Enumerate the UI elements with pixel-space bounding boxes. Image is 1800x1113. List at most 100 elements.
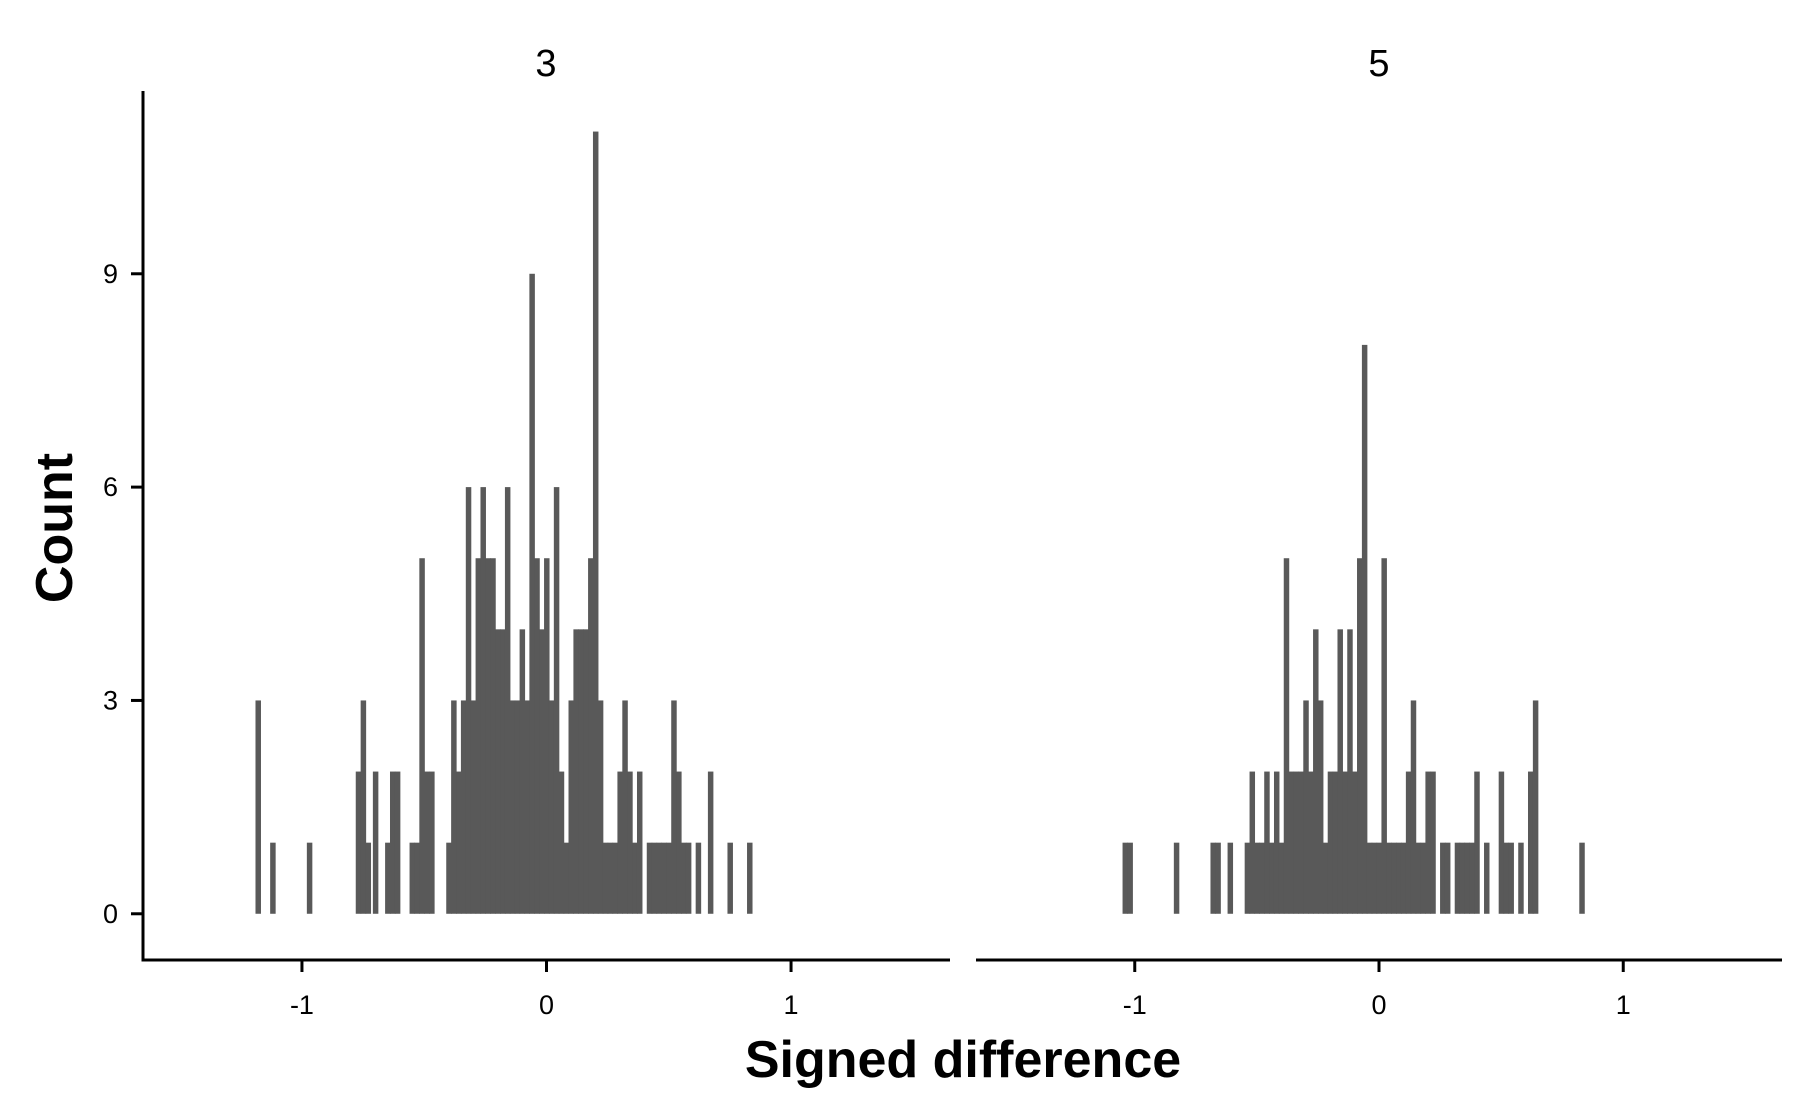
histogram-bar xyxy=(627,771,633,914)
histogram-bar xyxy=(1244,842,1251,914)
histogram-bar xyxy=(1127,842,1133,914)
histogram-bar xyxy=(1366,842,1373,914)
histogram-bar xyxy=(389,771,396,914)
histogram-bar xyxy=(707,771,714,914)
histogram-bar xyxy=(365,842,372,914)
histogram-bar xyxy=(1469,842,1475,914)
histogram-bar xyxy=(1283,558,1290,914)
histogram-bar xyxy=(661,842,667,914)
histogram-bar xyxy=(500,629,506,914)
histogram-bar xyxy=(617,771,623,914)
histogram-bar xyxy=(1332,771,1339,914)
histogram-bar xyxy=(1440,842,1446,914)
histogram-bar xyxy=(695,842,702,914)
histogram-bar xyxy=(480,487,486,914)
x-tick-label: 1 xyxy=(784,990,799,1020)
histogram-bar xyxy=(1396,842,1402,914)
histogram-bar xyxy=(1518,842,1524,914)
histogram-bar xyxy=(597,700,604,914)
histogram-bar xyxy=(632,842,638,914)
histogram-bar xyxy=(1579,842,1585,914)
x-axis-title: Signed difference xyxy=(745,1031,1181,1089)
facet-label-3: 3 xyxy=(535,43,556,85)
histogram-bar xyxy=(409,842,416,914)
histogram-bar xyxy=(1269,842,1275,914)
histogram-bar xyxy=(385,842,391,914)
y-axis-title: Count xyxy=(26,453,84,603)
histogram-bar xyxy=(424,771,430,914)
facet-5-x-ticks: -1 0 1 xyxy=(1123,960,1631,1020)
histogram-bar xyxy=(495,629,501,914)
histogram-bar xyxy=(1532,700,1539,914)
histogram-bar xyxy=(1376,842,1383,914)
histogram-bar xyxy=(1357,558,1363,914)
histogram-bar xyxy=(1227,842,1234,914)
histogram-bar xyxy=(490,558,496,914)
histogram-bar xyxy=(372,771,379,914)
histogram-bar xyxy=(451,700,457,914)
histogram-bar xyxy=(671,700,677,914)
histogram-bar xyxy=(1308,771,1314,914)
histogram-bar xyxy=(414,842,420,914)
histogram-bar xyxy=(563,842,570,914)
y-tick-label: 3 xyxy=(103,685,118,715)
y-axis-ticks: 0 3 6 9 xyxy=(103,259,143,929)
histogram-bar xyxy=(529,273,535,914)
histogram-bar xyxy=(685,842,692,914)
histogram-bar xyxy=(360,700,367,914)
histogram-bar xyxy=(485,558,491,914)
histogram-bar xyxy=(681,842,687,914)
x-tick-label: 1 xyxy=(1616,990,1631,1020)
histogram-bar xyxy=(1264,771,1270,914)
facet-5-bars xyxy=(1122,344,1585,914)
histogram-bar xyxy=(1278,842,1285,914)
histogram-bar xyxy=(1173,842,1180,914)
histogram-bar xyxy=(1293,771,1299,914)
histogram-bar xyxy=(1381,558,1387,914)
histogram-bar xyxy=(394,771,401,914)
histogram-bar xyxy=(1215,842,1221,914)
histogram-bar xyxy=(583,629,589,914)
histogram-bar xyxy=(727,842,733,914)
histogram-bar xyxy=(456,771,462,914)
histogram-bar xyxy=(1303,700,1309,914)
x-tick-label: -1 xyxy=(290,990,314,1020)
histogram-bar xyxy=(1249,771,1256,914)
histogram-bar xyxy=(419,558,425,914)
histogram-bar xyxy=(1405,771,1412,914)
histogram-bar xyxy=(1430,771,1436,914)
histogram-bar xyxy=(636,771,643,914)
histogram-bar xyxy=(548,700,555,914)
x-tick-label: 0 xyxy=(1371,990,1386,1020)
histogram-bar xyxy=(1327,771,1334,914)
histogram-bar xyxy=(544,558,550,914)
histogram-bar xyxy=(539,629,545,914)
histogram-bar xyxy=(553,487,560,914)
facet-panel-3: 3 -1 0 1 xyxy=(143,43,950,1020)
histogram-bar xyxy=(1410,700,1417,914)
histogram-bar xyxy=(1444,842,1451,914)
histogram-bar xyxy=(460,700,467,914)
histogram-bar xyxy=(1361,344,1368,914)
histogram-bar xyxy=(1122,842,1129,914)
y-tick-label: 9 xyxy=(103,259,118,289)
histogram-bar xyxy=(578,629,584,914)
x-tick-label: 0 xyxy=(539,990,554,1020)
histogram-bar xyxy=(429,771,435,914)
histogram-bar xyxy=(465,487,472,914)
histogram-bar xyxy=(568,700,574,914)
facet-3-bars xyxy=(255,131,753,914)
histogram-bar xyxy=(612,842,619,914)
histogram-bar xyxy=(1498,771,1505,914)
x-tick-label: -1 xyxy=(1123,990,1147,1020)
histogram-bar xyxy=(1400,842,1407,914)
histogram-bar xyxy=(747,842,753,914)
histogram-bar xyxy=(1259,842,1265,914)
histogram-bar xyxy=(270,842,276,914)
histogram-bar xyxy=(1371,842,1378,914)
facet-3-x-ticks: -1 0 1 xyxy=(290,960,799,1020)
histogram-bar xyxy=(1254,842,1260,914)
histogram-bar xyxy=(504,487,511,914)
y-tick-label: 6 xyxy=(103,472,118,502)
histogram-bar xyxy=(1391,842,1397,914)
